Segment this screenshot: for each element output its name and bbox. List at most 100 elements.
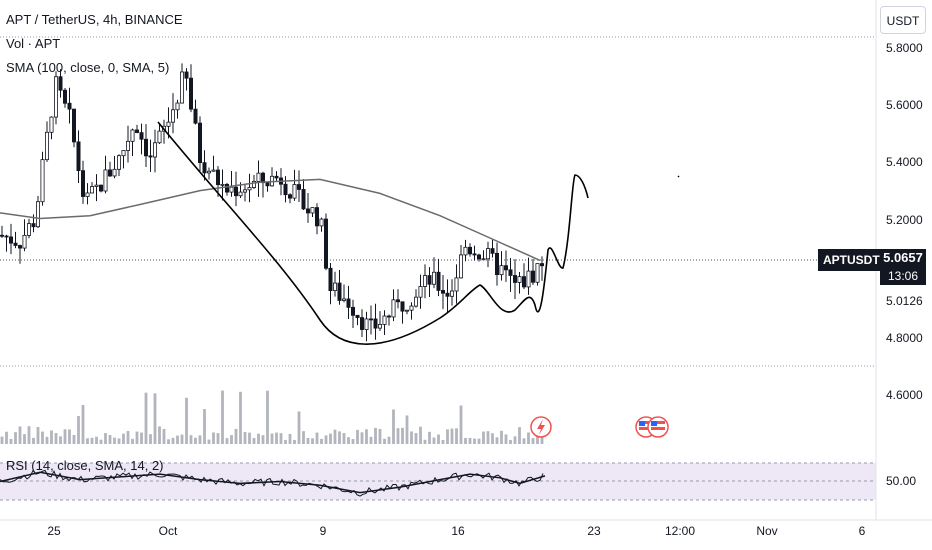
volume-bar xyxy=(302,431,305,444)
volume-bar xyxy=(509,439,512,444)
y-tick: 4.8000 xyxy=(886,331,923,345)
candle-body xyxy=(143,138,148,157)
y-tick: 5.6000 xyxy=(886,98,923,112)
candle-body xyxy=(175,102,180,111)
y-tick: 4.6000 xyxy=(886,388,923,402)
volume-bar xyxy=(378,428,382,444)
symbol-title[interactable]: APT / TetherUS, 4h, BINANCE xyxy=(6,12,183,27)
candle-body xyxy=(422,275,427,287)
us-flag-icon[interactable] xyxy=(647,416,669,438)
candle-body xyxy=(193,108,198,124)
volume-bar xyxy=(230,435,233,444)
candle-body xyxy=(526,270,531,288)
volume-bar xyxy=(167,439,170,444)
volume-bar xyxy=(194,437,197,444)
candle-body xyxy=(395,299,400,303)
x-tick: 25 xyxy=(47,524,61,538)
candle-body xyxy=(409,305,414,311)
candle-body xyxy=(373,318,378,329)
candle-body xyxy=(494,252,499,276)
candle-body xyxy=(517,276,522,283)
volume-bar xyxy=(23,434,26,444)
candle-body xyxy=(260,172,265,184)
x-tick: 12:00 xyxy=(664,524,696,538)
volume-bar xyxy=(356,429,359,444)
candle-body xyxy=(0,234,4,237)
volume-bar xyxy=(441,439,445,444)
candle-body xyxy=(103,169,108,192)
volume-bar xyxy=(432,437,436,444)
candle-body xyxy=(90,186,95,194)
x-tick: 6 xyxy=(858,524,866,538)
candle-body xyxy=(4,235,9,238)
volume-bar xyxy=(126,431,130,444)
volume-bar xyxy=(59,436,62,444)
candle-body xyxy=(301,189,306,210)
candle-body xyxy=(377,324,382,329)
volume-bar xyxy=(405,415,409,444)
candle-body xyxy=(166,121,171,127)
volume-bar xyxy=(333,429,337,444)
candle-body xyxy=(328,267,333,292)
volume-bar xyxy=(171,437,175,444)
volume-legend[interactable]: Vol · APT xyxy=(6,36,61,51)
candle-body xyxy=(206,170,211,174)
candle-body xyxy=(476,254,481,260)
candle-body xyxy=(355,314,360,318)
volume-bar xyxy=(117,438,121,444)
volume-bar xyxy=(455,428,458,444)
candle-body xyxy=(287,194,292,199)
candle-body xyxy=(99,184,104,192)
rsi-legend[interactable]: RSI (14, close, SMA, 14, 2) xyxy=(6,458,164,473)
volume-bar xyxy=(329,433,332,444)
volume-bar xyxy=(261,435,265,444)
volume-bar xyxy=(500,430,503,444)
volume-bar xyxy=(207,439,211,444)
volume-bar xyxy=(266,390,269,444)
candle-body xyxy=(148,155,153,158)
candle-body xyxy=(45,131,50,161)
candle-body xyxy=(202,162,207,174)
volume-bar xyxy=(248,432,251,444)
candle-body xyxy=(382,315,387,325)
volume-bar xyxy=(464,437,467,444)
volume-bar xyxy=(306,437,310,444)
candle-body xyxy=(76,141,81,172)
candle-body xyxy=(170,109,175,123)
candle-body xyxy=(440,290,445,294)
candle-body xyxy=(454,277,459,292)
sma-legend[interactable]: SMA (100, close, 0, SMA, 5) xyxy=(6,60,170,75)
volume-bar xyxy=(522,438,526,444)
candle-body xyxy=(251,181,256,188)
volume-bar xyxy=(518,427,521,444)
candle-body xyxy=(265,182,270,187)
volume-bar xyxy=(486,431,490,444)
volume-bar xyxy=(504,434,508,444)
candle-body xyxy=(238,191,243,197)
volume-bar xyxy=(90,437,94,444)
currency-button[interactable]: USDT xyxy=(880,6,926,34)
candle-body xyxy=(31,223,36,228)
volume-bar xyxy=(347,437,350,444)
volume-bar xyxy=(437,434,440,444)
volume-bar xyxy=(360,432,364,444)
volume-bar xyxy=(9,438,13,444)
volume-bar xyxy=(338,431,341,444)
volume-bar xyxy=(495,437,499,444)
volume-bar xyxy=(293,439,296,444)
candle-body xyxy=(233,186,238,197)
candle-body xyxy=(108,169,113,177)
volume-bar xyxy=(243,432,247,444)
candle-body xyxy=(72,108,77,143)
x-tick: 23 xyxy=(587,524,601,538)
cup-drawing xyxy=(157,121,589,345)
volume-bar xyxy=(140,432,143,444)
volume-bar xyxy=(369,436,373,444)
volume-bar xyxy=(297,411,301,444)
candle-body xyxy=(463,246,468,256)
candle-body xyxy=(485,248,490,260)
sma-line xyxy=(0,178,541,262)
candle-body xyxy=(490,248,495,254)
lightning-icon[interactable] xyxy=(530,416,552,438)
